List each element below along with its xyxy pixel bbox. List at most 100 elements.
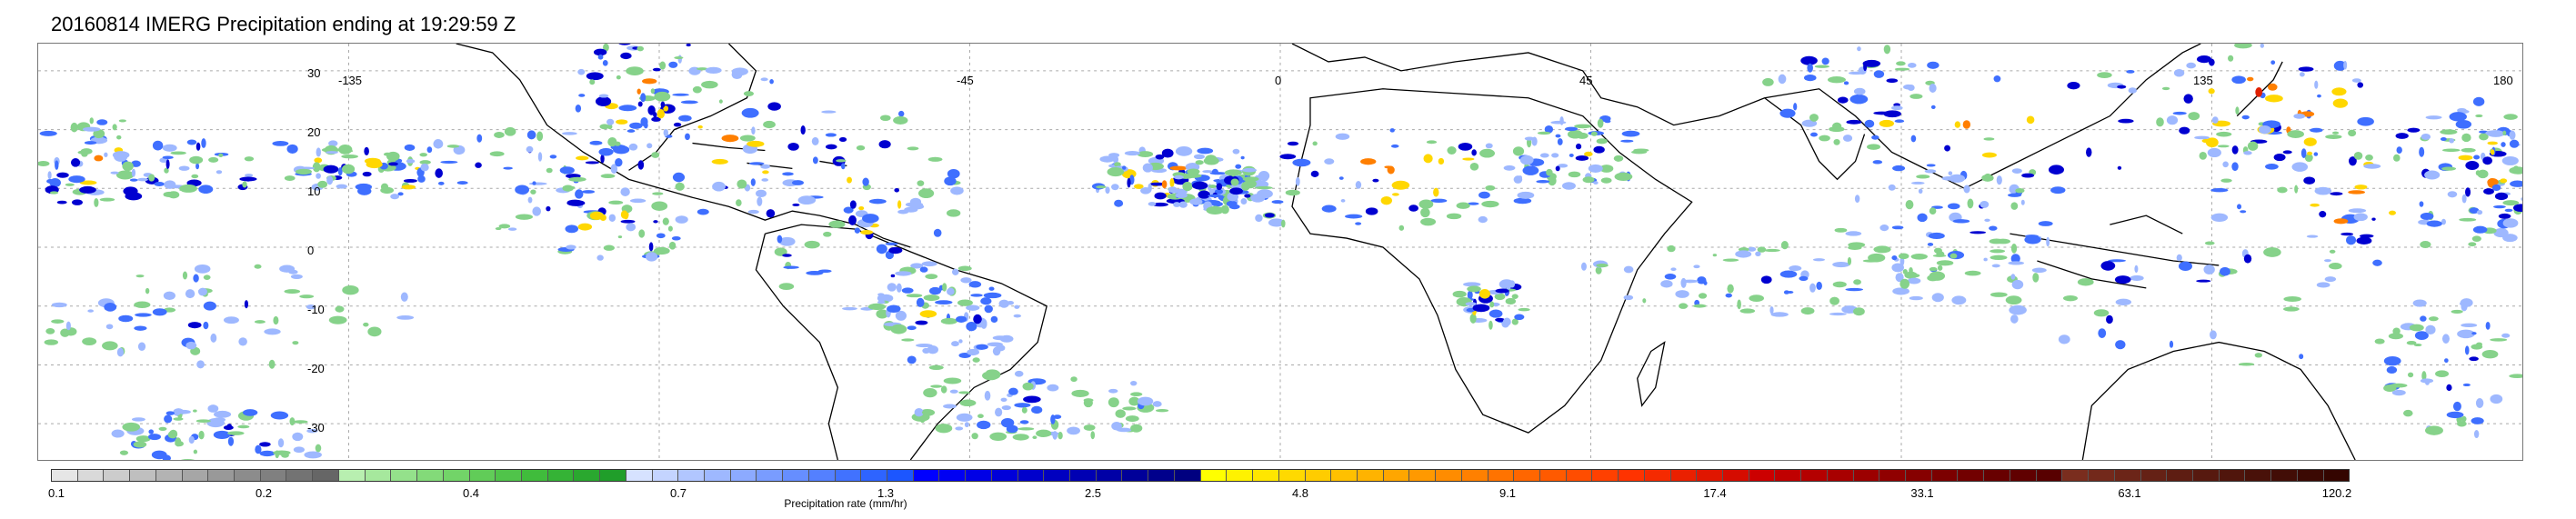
- precip-cell: [1993, 75, 2001, 83]
- precip-cell: [105, 324, 114, 330]
- precip-cell: [1929, 84, 1937, 93]
- precip-cell: [1228, 204, 1240, 210]
- precip-cell: [1391, 180, 1410, 190]
- precip-cell: [131, 160, 141, 167]
- precip-cell: [549, 155, 557, 159]
- precip-cell: [1122, 165, 1127, 170]
- precip-cell: [1576, 132, 1589, 139]
- colorbar-swatch: [1070, 470, 1097, 481]
- precip-cell: [980, 297, 992, 305]
- precip-cell: [596, 255, 604, 261]
- colorbar-label: Precipitation rate (mm/hr): [784, 497, 907, 510]
- precip-cell: [1898, 253, 1909, 260]
- precip-cell: [628, 143, 638, 151]
- precip-cell: [2502, 218, 2519, 228]
- precip-cell: [1779, 270, 1798, 278]
- precip-cell: [1488, 320, 1493, 330]
- precip-cell: [137, 342, 146, 352]
- precip-cell: [2374, 338, 2385, 344]
- precip-cell: [2130, 274, 2144, 282]
- precip-cell: [2425, 115, 2442, 120]
- precip-cell: [2173, 68, 2185, 77]
- precipitation-field: [38, 44, 2522, 460]
- precip-cell: [757, 196, 763, 206]
- precip-cell: [2509, 139, 2520, 148]
- precip-cell: [1832, 261, 1850, 268]
- precip-cell: [175, 409, 191, 414]
- precip-cell: [79, 180, 97, 185]
- precip-cell: [763, 120, 776, 129]
- colorbar-swatch: [2245, 470, 2272, 481]
- precip-cell: [1642, 298, 1647, 304]
- precip-cell: [2392, 327, 2401, 335]
- colorbar-swatch: [496, 470, 522, 481]
- lat-label-10: 10: [307, 185, 321, 198]
- lon-label-0: 0: [1275, 74, 1282, 87]
- precip-cell: [2372, 259, 2382, 266]
- precip-cell: [2473, 155, 2481, 160]
- colorbar-swatch: [2010, 470, 2037, 481]
- precip-cell: [1588, 164, 1603, 173]
- precip-cell: [2510, 180, 2522, 187]
- precip-cell: [526, 145, 534, 153]
- precip-cell: [115, 170, 135, 180]
- precip-cell: [783, 265, 799, 269]
- precip-cell: [1809, 132, 1818, 137]
- precip-cell: [933, 228, 942, 237]
- precip-cell: [940, 385, 947, 394]
- precip-cell: [2176, 254, 2182, 262]
- colorbar-tick-2.5: 2.5: [1084, 486, 1102, 500]
- colorbar-swatch: [1253, 470, 1279, 481]
- precip-cell: [843, 206, 854, 214]
- precip-cell: [1970, 231, 1987, 235]
- precip-cell: [2456, 421, 2467, 427]
- precip-cell: [2287, 130, 2304, 138]
- precip-cell: [1268, 218, 1285, 227]
- precip-cell: [55, 160, 59, 170]
- precip-cell: [983, 292, 1002, 299]
- precip-cell: [135, 313, 152, 317]
- precip-cell: [1575, 155, 1589, 161]
- precip-cell: [2491, 184, 2501, 191]
- precip-cell: [435, 168, 443, 178]
- precip-cell: [1224, 169, 1242, 176]
- precip-cell: [1472, 304, 1490, 313]
- precip-cell: [532, 181, 536, 185]
- precip-cell: [403, 178, 417, 183]
- precip-cell: [165, 159, 170, 169]
- precip-cell: [2247, 141, 2259, 151]
- precip-cell: [188, 435, 195, 444]
- precip-cell: [907, 325, 917, 331]
- precip-cell: [778, 236, 796, 246]
- precip-cell: [935, 424, 953, 434]
- precip-cell: [1205, 155, 1218, 164]
- precip-cell: [620, 187, 630, 196]
- precip-cell: [306, 304, 316, 310]
- lon-label-minus135: -135: [338, 74, 363, 87]
- precip-cell: [238, 337, 247, 346]
- precip-cell: [1584, 151, 1593, 157]
- precip-cell: [2021, 173, 2034, 178]
- precip-cell: [1360, 158, 1377, 165]
- precip-cell: [2117, 165, 2122, 170]
- colorbar-swatch: [1017, 470, 1045, 481]
- precip-cell: [118, 119, 126, 123]
- precip-cell: [528, 182, 547, 185]
- precip-cell: [2010, 254, 2020, 264]
- precip-cell: [2446, 411, 2464, 419]
- precip-cell: [1501, 320, 1509, 328]
- precip-cell: [2196, 279, 2211, 283]
- lon-label-180: 180: [2493, 74, 2513, 87]
- precip-cell: [1242, 167, 1258, 173]
- colorbar-swatch: [1539, 470, 1567, 481]
- colorbar-swatch: [1383, 470, 1410, 481]
- precip-cell: [1053, 414, 1062, 419]
- precip-cell: [158, 426, 167, 431]
- precip-cell: [112, 124, 117, 131]
- precip-cell: [2502, 200, 2520, 206]
- precip-cell: [495, 227, 502, 231]
- precip-cell: [1868, 253, 1886, 263]
- precip-cell: [167, 191, 180, 199]
- precip-cell: [104, 302, 117, 312]
- precip-cell: [1137, 151, 1154, 158]
